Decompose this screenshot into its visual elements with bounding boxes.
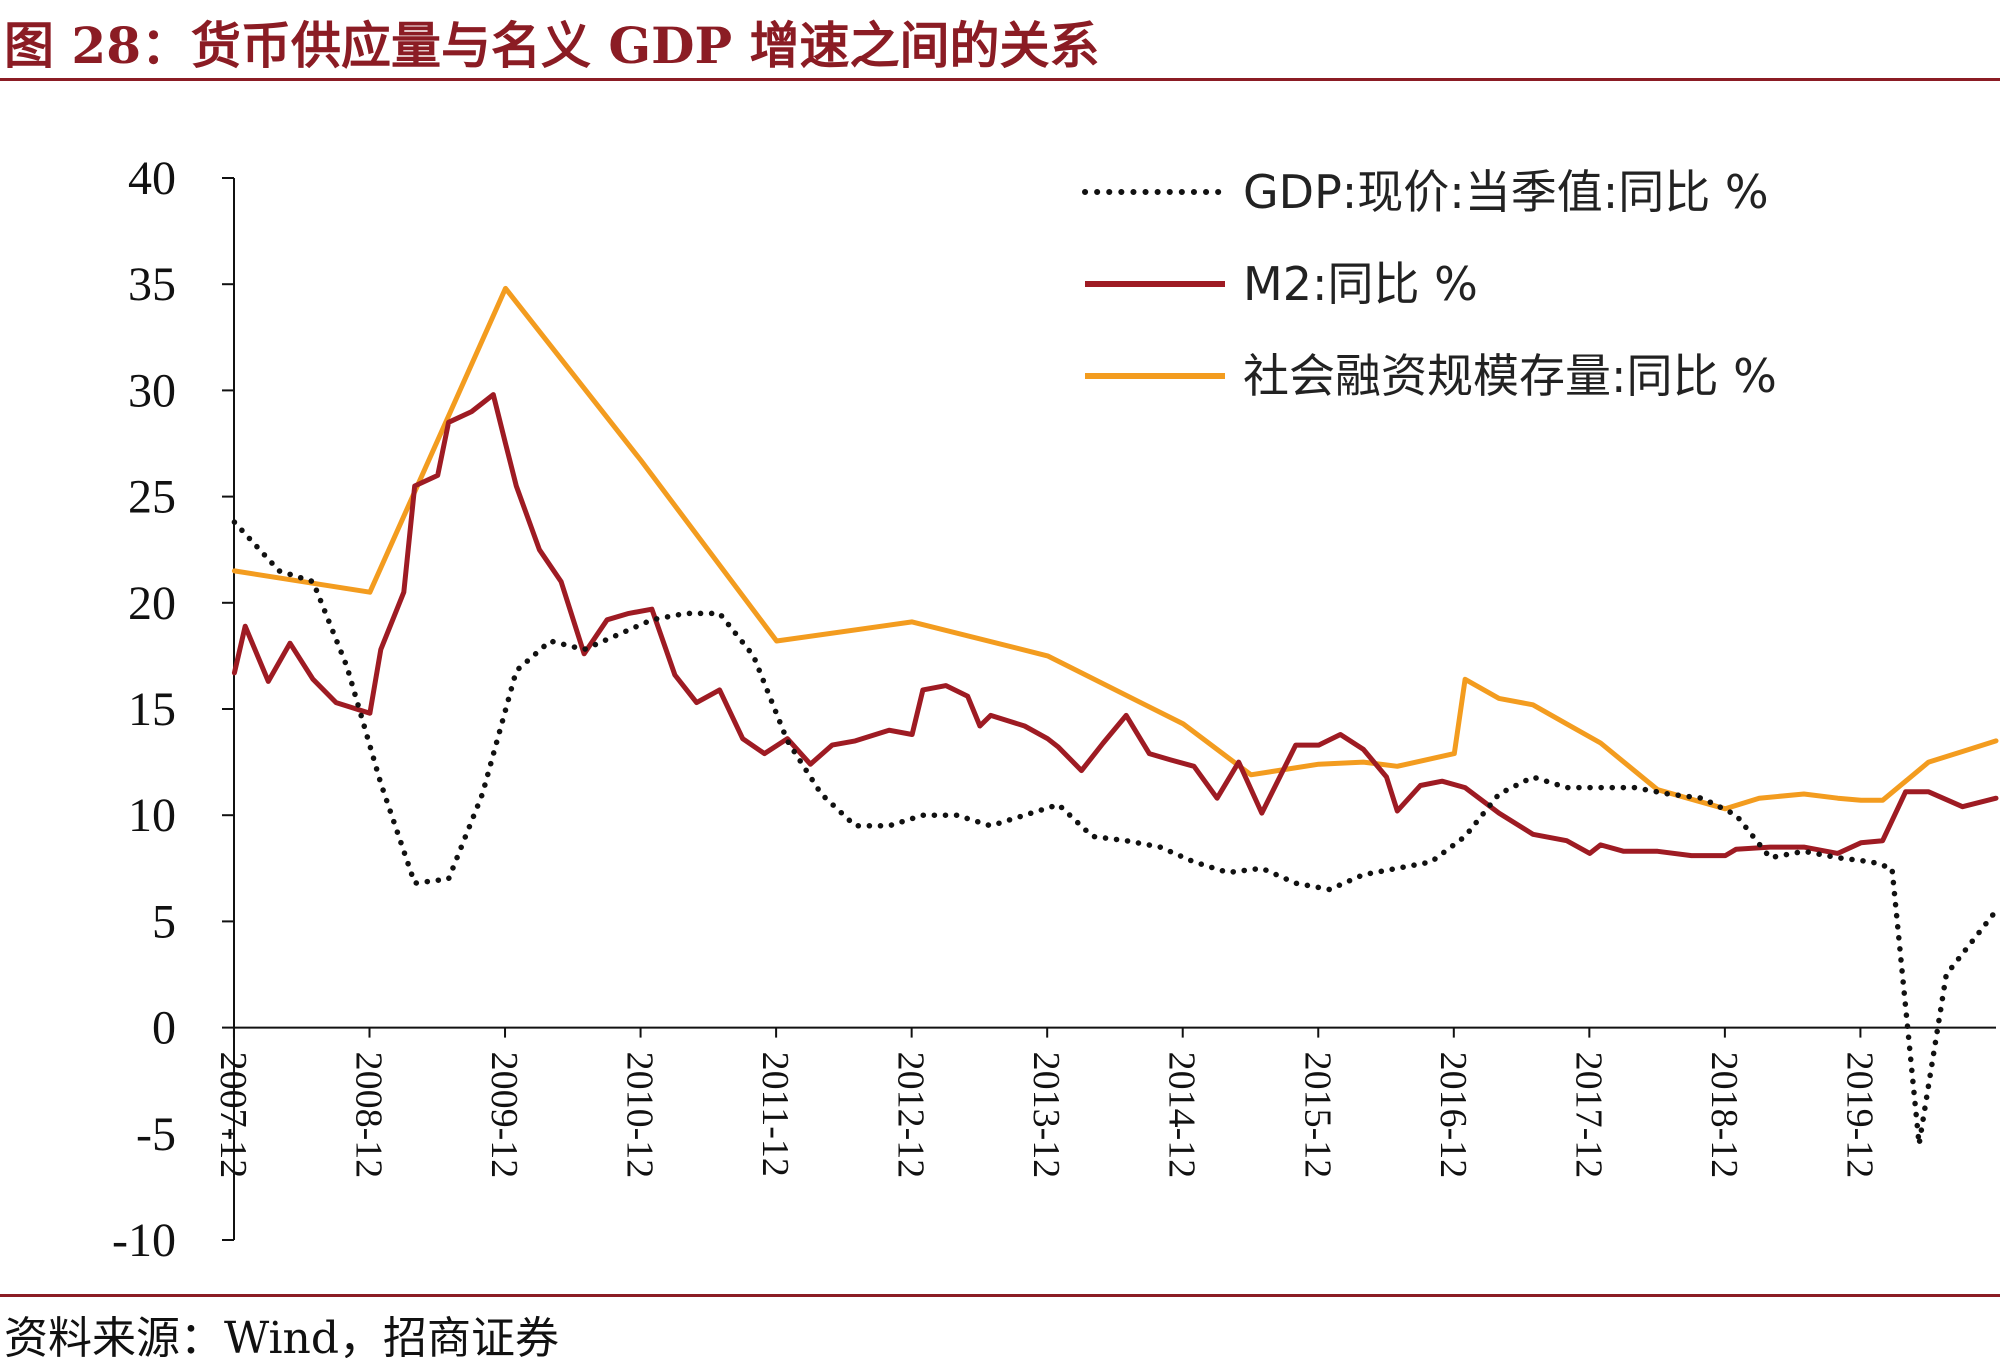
- y-tick-label: 10: [128, 789, 176, 842]
- x-tick-label: 2017-12: [1567, 1052, 1609, 1179]
- x-tick-label: 2013-12: [1025, 1052, 1067, 1179]
- x-tick-label: 2015-12: [1296, 1052, 1338, 1179]
- x-tick-label: 2008-12: [347, 1052, 389, 1179]
- y-tick-label: 5: [152, 895, 176, 948]
- series-line-0: [231, 519, 1999, 1148]
- legend: GDP:现价:当季值:同比 % M2:同比 % 社会融资规模存量:同比 %: [1082, 165, 1777, 403]
- x-axis-ticks: 2007-12 2008-12 2009-12 2010-12 2011-12 2012-…: [212, 1027, 1880, 1179]
- y-tick-label: 35: [128, 258, 176, 311]
- x-tick-label: 2011-12: [754, 1052, 796, 1177]
- x-tick-label: 2019-12: [1838, 1052, 1880, 1179]
- y-tick-label: -10: [112, 1214, 176, 1267]
- y-axis-ticks: 40 35 30 25 20 15 10 5 0 -5 -10: [112, 152, 234, 1267]
- figure-title: 图 28：货币供应量与名义 GDP 增速之间的关系: [4, 16, 1100, 75]
- series-lines: [231, 285, 1999, 1148]
- y-tick-label: -5: [136, 1108, 176, 1161]
- source-note: 资料来源：Wind，招商证券: [4, 1313, 560, 1364]
- x-tick-label: 2012-12: [890, 1052, 932, 1179]
- series-line-2: [231, 285, 1999, 812]
- line-chart: 40 35 30 25 20 15 10 5 0 -5 -10 2007-12 2008-12 2009…: [112, 152, 1999, 1267]
- footer-divider: [0, 1294, 2000, 1297]
- x-tick-label: 2014-12: [1161, 1052, 1203, 1179]
- x-tick-label: 2007-12: [212, 1052, 254, 1179]
- y-tick-label: 30: [128, 364, 176, 417]
- legend-label-1: M2:同比 %: [1243, 257, 1478, 311]
- y-tick-label: 20: [128, 577, 176, 630]
- series-line-1: [231, 392, 1999, 859]
- y-tick-label: 40: [128, 152, 176, 205]
- y-tick-label: 25: [128, 471, 176, 524]
- x-tick-label: 2016-12: [1432, 1052, 1474, 1179]
- x-tick-label: 2010-12: [619, 1052, 661, 1179]
- y-tick-label: 15: [128, 683, 176, 736]
- legend-label-2: 社会融资规模存量:同比 %: [1243, 349, 1777, 403]
- title-divider: [0, 78, 2000, 81]
- x-tick-label: 2018-12: [1703, 1052, 1745, 1179]
- legend-label-0: GDP:现价:当季值:同比 %: [1243, 165, 1769, 219]
- y-tick-label: 0: [152, 1002, 176, 1055]
- x-tick-label: 2009-12: [483, 1052, 525, 1179]
